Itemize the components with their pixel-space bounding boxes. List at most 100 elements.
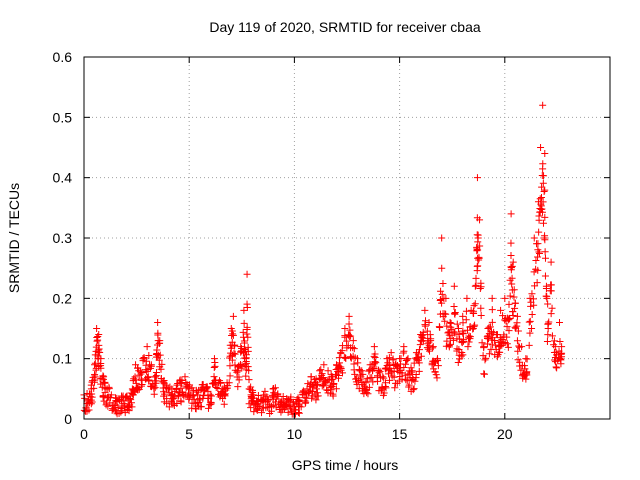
- y-tick-labels: 0 0.1 0.2 0.3 0.4 0.5 0.6: [53, 49, 73, 427]
- data-point: [94, 336, 102, 344]
- data-point: [368, 367, 376, 375]
- data-point: [416, 341, 424, 349]
- data-point: [455, 330, 463, 338]
- data-point: [488, 306, 496, 314]
- data-point: [543, 338, 551, 346]
- data-point: [337, 349, 345, 357]
- data-point: [481, 356, 489, 364]
- data-point: [408, 377, 416, 385]
- data-point: [261, 395, 269, 403]
- data-point: [471, 321, 479, 329]
- data-point: [144, 373, 152, 381]
- data-point: [488, 318, 496, 326]
- data-point: [485, 323, 493, 331]
- data-point: [463, 294, 471, 302]
- data-point: [271, 384, 279, 392]
- data-point: [541, 248, 549, 256]
- data-point: [243, 303, 251, 311]
- data-point: [349, 337, 357, 345]
- data-point: [121, 409, 129, 417]
- data-point: [171, 387, 179, 395]
- data-point: [283, 401, 291, 409]
- data-point: [154, 318, 162, 326]
- data-point: [329, 375, 337, 383]
- data-point: [556, 338, 564, 346]
- data-point: [247, 404, 255, 412]
- data-point: [91, 376, 99, 384]
- data-point: [184, 383, 192, 391]
- data-point: [530, 234, 538, 242]
- data-point: [97, 364, 105, 372]
- data-point: [170, 394, 178, 402]
- data-point: [540, 187, 548, 195]
- data-point: [503, 333, 511, 341]
- data-point: [95, 341, 103, 349]
- data-point: [541, 150, 549, 158]
- data-point: [195, 402, 203, 410]
- data-point: [450, 302, 458, 310]
- data-point: [415, 367, 423, 375]
- data-point: [514, 347, 522, 355]
- data-point: [163, 395, 171, 403]
- data-point: [477, 283, 485, 291]
- data-point: [345, 320, 353, 328]
- data-point: [259, 391, 267, 399]
- data-point: [553, 351, 561, 359]
- data-point: [163, 384, 171, 392]
- data-point: [224, 382, 232, 390]
- data-point: [504, 343, 512, 351]
- data-point: [234, 367, 242, 375]
- data-point: [513, 322, 521, 330]
- data-point: [534, 240, 542, 248]
- data-point: [381, 382, 389, 390]
- data-point: [526, 317, 534, 325]
- data-point: [169, 395, 177, 403]
- data-point: [361, 385, 369, 393]
- data-point: [488, 294, 496, 302]
- data-point: [511, 304, 519, 312]
- data-point: [459, 351, 467, 359]
- data-point: [99, 375, 107, 383]
- data-point: [472, 274, 480, 282]
- data-point: [508, 262, 516, 270]
- data-point: [220, 400, 228, 408]
- data-point: [477, 312, 485, 320]
- data-point: [100, 397, 108, 405]
- data-point: [522, 375, 530, 383]
- data-point: [320, 361, 328, 369]
- data-point: [114, 403, 122, 411]
- data-point: [466, 335, 474, 343]
- data-point: [335, 371, 343, 379]
- data-point: [505, 327, 513, 335]
- data-point: [513, 337, 521, 345]
- data-point: [413, 355, 421, 363]
- data-point: [459, 319, 467, 327]
- data-point: [537, 144, 545, 151]
- data-point: [178, 377, 186, 385]
- data-point: [385, 354, 393, 362]
- data-point: [538, 205, 546, 213]
- data-point: [229, 331, 237, 339]
- data-point: [90, 384, 98, 392]
- data-point: [226, 372, 234, 380]
- data-point: [472, 281, 480, 289]
- data-point: [139, 357, 147, 365]
- data-point: [405, 383, 413, 391]
- data-point: [327, 386, 335, 394]
- data-point: [156, 351, 164, 359]
- data-point: [312, 396, 320, 404]
- data-point: [473, 247, 481, 255]
- data-point: [210, 373, 218, 381]
- data-point: [241, 361, 249, 369]
- data-point: [515, 342, 523, 350]
- data-point: [204, 404, 212, 412]
- data-point: [372, 359, 380, 367]
- data-point: [127, 399, 135, 407]
- data-point: [94, 355, 102, 363]
- data-point: [448, 326, 456, 334]
- data-point: [309, 384, 317, 392]
- data-point: [245, 376, 253, 384]
- data-point: [501, 294, 509, 302]
- data-point: [407, 364, 415, 372]
- data-point: [364, 390, 372, 398]
